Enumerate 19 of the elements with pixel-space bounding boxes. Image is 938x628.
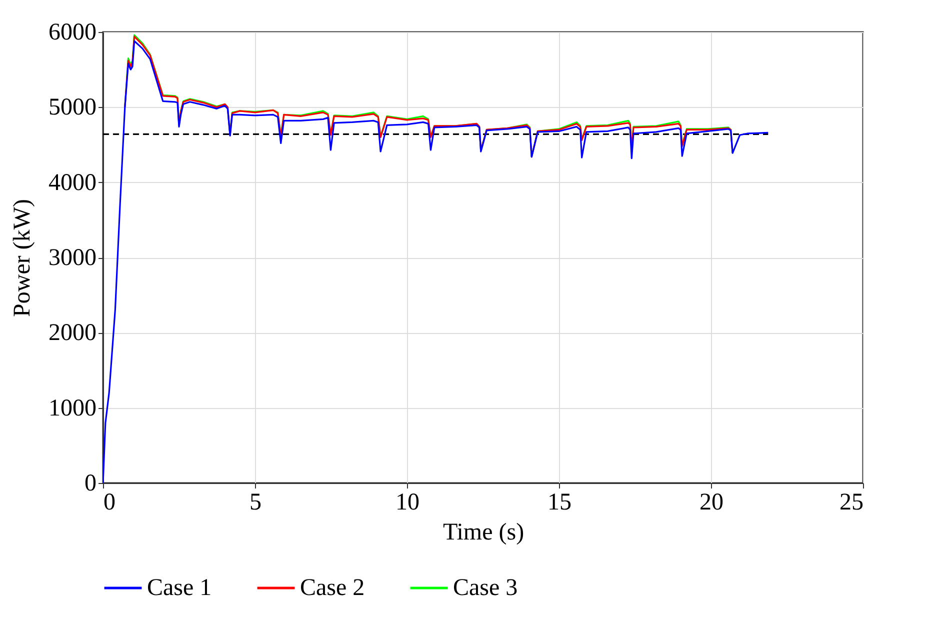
x-tick-label: 20 [700, 490, 724, 516]
x-tick-label: 5 [250, 490, 262, 516]
y-tick-label: 5000 [48, 94, 96, 121]
y-axis-title: Power (kW) [10, 199, 36, 317]
x-tick-label: 0 [104, 490, 116, 516]
legend-label: Case 3 [453, 575, 518, 601]
line-series [103, 40, 769, 483]
x-tick-label: 25 [840, 490, 864, 516]
legend-label: Case 1 [147, 575, 212, 601]
y-tick-label: 1000 [48, 395, 96, 422]
y-tick-label: 2000 [48, 320, 96, 346]
x-tick-label: 10 [396, 490, 420, 516]
y-tick-label: 0 [84, 470, 96, 496]
x-axis-title: Time (s) [442, 520, 524, 546]
x-tick-label: 15 [548, 490, 572, 516]
y-tick-label: 6000 [48, 20, 96, 46]
legend-label: Case 2 [300, 575, 365, 601]
y-tick-label: 3000 [48, 245, 96, 271]
y-tick-label: 4000 [48, 170, 96, 196]
